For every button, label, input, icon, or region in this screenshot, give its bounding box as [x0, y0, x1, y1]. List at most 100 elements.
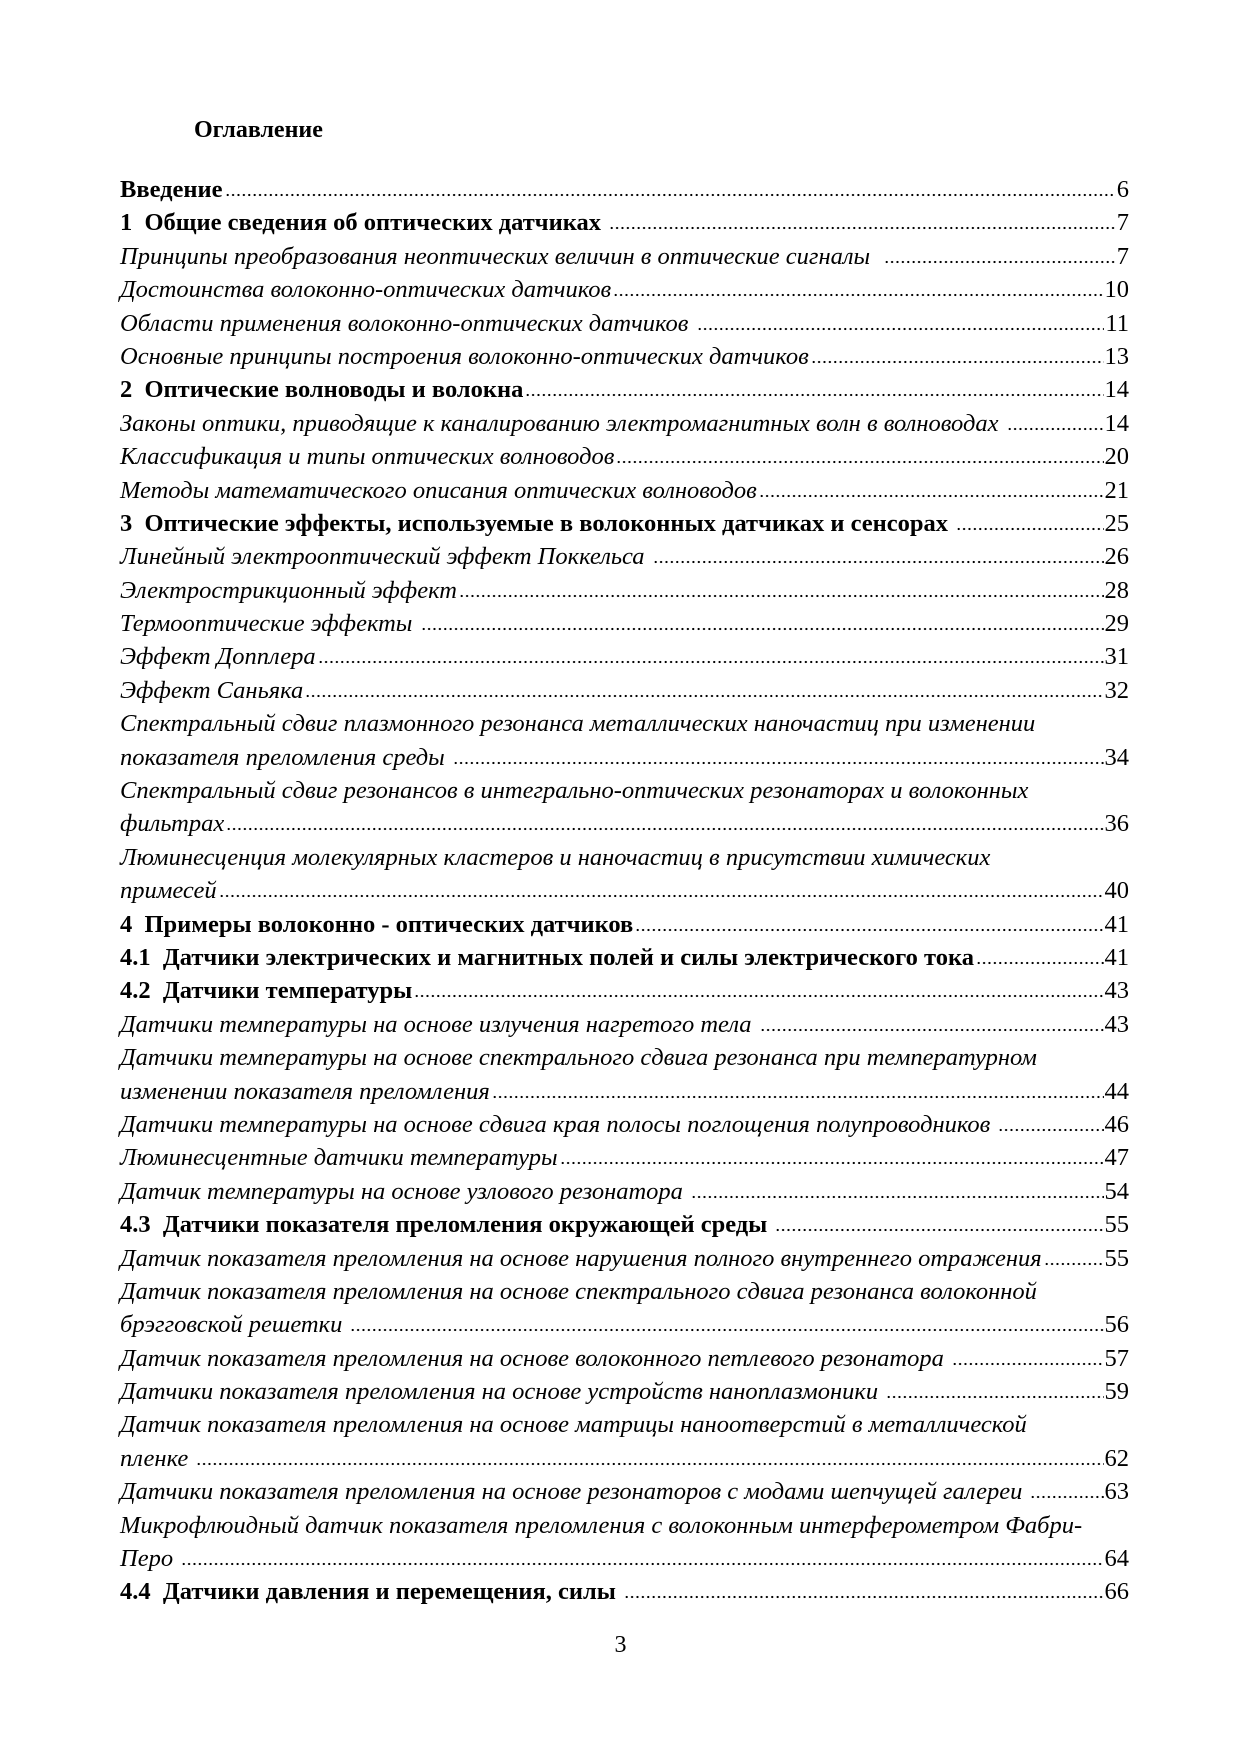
toc-entry-title[interactable]: 4 Примеры волоконно - оптических датчико…: [120, 910, 634, 938]
toc-entry-page[interactable]: 25: [1104, 509, 1130, 537]
toc-entry-title[interactable]: Датчик температуры на основе узлового ре…: [120, 1177, 690, 1205]
toc-entry-page[interactable]: 43: [1104, 977, 1130, 1005]
toc-entry-title[interactable]: 2 Оптические волноводы и волокна: [120, 376, 524, 404]
toc-entry-title[interactable]: 4.4 Датчики давления и перемещения, силы: [120, 1578, 623, 1606]
toc-entry-title[interactable]: Люминесцентные датчики температуры: [120, 1144, 558, 1172]
toc-entry-page[interactable]: 64: [1104, 1545, 1130, 1573]
toc-entry-page[interactable]: 46: [1104, 1110, 1130, 1138]
toc-entry-title[interactable]: Датчик показателя преломления на основе …: [120, 1277, 1037, 1305]
toc-entry[interactable]: Классификация и типы оптических волновод…: [120, 440, 1129, 473]
toc-entry-title[interactable]: Эффект Допплера: [120, 643, 316, 671]
toc-entry-page[interactable]: 28: [1104, 576, 1130, 604]
toc-entry[interactable]: Введение 6: [120, 173, 1129, 206]
toc-entry-page[interactable]: 43: [1104, 1010, 1130, 1038]
toc-entry-page[interactable]: 41: [1104, 910, 1130, 938]
toc-entry-title[interactable]: Датчики показателя преломления на основе…: [120, 1478, 1029, 1506]
toc-entry-title[interactable]: 4.3 Датчики показателя преломления окруж…: [120, 1211, 774, 1239]
toc-entry-page[interactable]: 10: [1104, 276, 1130, 304]
toc-entry-title[interactable]: 1 Общие сведения об оптических датчиках: [120, 209, 608, 237]
toc-entry[interactable]: 1 Общие сведения об оптических датчиках …: [120, 206, 1129, 239]
toc-entry-page[interactable]: 7: [1116, 209, 1129, 237]
toc-entry[interactable]: Достоинства волоконно-оптических датчико…: [120, 273, 1129, 306]
toc-entry[interactable]: Датчики температуры на основе спектральн…: [120, 1041, 1129, 1108]
toc-entry-title[interactable]: брэгговской решетки: [120, 1311, 349, 1339]
toc-entry[interactable]: Люминесцентные датчики температуры 47: [120, 1141, 1129, 1174]
toc-entry-title[interactable]: 4.2 Датчики температуры: [120, 977, 413, 1005]
toc-entry-title[interactable]: пленке: [120, 1444, 195, 1472]
toc-entry-title[interactable]: примесей: [120, 877, 217, 905]
toc-entry-page[interactable]: 6: [1116, 176, 1129, 203]
toc-entry-page[interactable]: 57: [1104, 1344, 1130, 1372]
toc-entry-title[interactable]: Датчики температуры на основе излучения …: [120, 1010, 758, 1038]
toc-entry-page[interactable]: 14: [1104, 409, 1130, 437]
toc-entry-title[interactable]: Основные принципы построения волоконно-о…: [120, 342, 809, 370]
toc-entry[interactable]: Датчики показателя преломления на основе…: [120, 1475, 1129, 1508]
toc-entry-title[interactable]: Перо: [120, 1545, 180, 1573]
toc-entry-title[interactable]: Спектральный сдвиг резонансов в интеграл…: [120, 777, 1029, 805]
toc-entry-title[interactable]: Линейный электрооптический эффект Поккел…: [120, 543, 651, 571]
toc-entry[interactable]: Датчики температуры на основе излучения …: [120, 1008, 1129, 1041]
toc-entry-page[interactable]: 56: [1104, 1311, 1130, 1339]
toc-entry[interactable]: 4.1 Датчики электрических и магнитных по…: [120, 941, 1129, 974]
toc-entry[interactable]: Области применения волоконно-оптических …: [120, 307, 1129, 340]
toc-entry[interactable]: Эффект Допплера 31: [120, 640, 1129, 673]
toc-entry[interactable]: Люминесценция молекулярных кластеров и н…: [120, 841, 1129, 908]
toc-entry-title[interactable]: Датчики температуры на основе сдвига кра…: [120, 1110, 997, 1138]
toc-entry[interactable]: Датчик показателя преломления на основе …: [120, 1342, 1129, 1375]
toc-entry-title[interactable]: 4.1 Датчики электрических и магнитных по…: [120, 943, 974, 971]
toc-entry-page[interactable]: 11: [1105, 309, 1129, 337]
toc-entry-page[interactable]: 47: [1104, 1144, 1130, 1172]
toc-entry-page[interactable]: 55: [1104, 1244, 1130, 1272]
toc-entry[interactable]: Эффект Саньяка 32: [120, 674, 1129, 707]
toc-entry[interactable]: 4.2 Датчики температуры 43: [120, 974, 1129, 1007]
toc-entry-title[interactable]: Законы оптики, приводящие к каналировани…: [120, 409, 1005, 437]
toc-entry-page[interactable]: 7: [1116, 242, 1129, 270]
toc-entry[interactable]: Датчик показателя преломления на основе …: [120, 1242, 1129, 1275]
toc-entry-page[interactable]: 54: [1104, 1177, 1130, 1205]
toc-entry-title[interactable]: показателя преломления среды: [120, 743, 451, 771]
toc-entry-title[interactable]: Датчики показателя преломления на основе…: [120, 1378, 885, 1406]
toc-entry-title[interactable]: Датчик показателя преломления на основе …: [120, 1344, 950, 1372]
toc-entry-page[interactable]: 36: [1104, 810, 1130, 838]
toc-entry-title[interactable]: 3 Оптические эффекты, используемые в вол…: [120, 509, 955, 537]
toc-entry-title[interactable]: Методы математического описания оптическ…: [120, 476, 757, 504]
toc-entry[interactable]: Датчики показателя преломления на основе…: [120, 1375, 1129, 1408]
toc-entry[interactable]: Спектральный сдвиг резонансов в интеграл…: [120, 774, 1129, 841]
toc-entry[interactable]: Законы оптики, приводящие к каналировани…: [120, 407, 1129, 440]
toc-entry-title[interactable]: Принципы преобразования неоптических вел…: [120, 242, 883, 270]
toc-entry[interactable]: Основные принципы построения волоконно-о…: [120, 340, 1129, 373]
toc-entry[interactable]: Микрофлюидный датчик показателя преломле…: [120, 1509, 1129, 1576]
toc-entry-page[interactable]: 63: [1104, 1478, 1130, 1506]
toc-entry[interactable]: Линейный электрооптический эффект Поккел…: [120, 540, 1129, 573]
toc-entry[interactable]: 2 Оптические волноводы и волокна 14: [120, 373, 1129, 406]
toc-entry[interactable]: Термооптические эффекты 29: [120, 607, 1129, 640]
toc-entry-page[interactable]: 32: [1104, 676, 1130, 704]
toc-entry-page[interactable]: 14: [1104, 376, 1130, 404]
toc-entry-title[interactable]: Спектральный сдвиг плазмонного резонанса…: [120, 710, 1036, 738]
toc-entry[interactable]: Датчик показателя преломления на основе …: [120, 1408, 1129, 1475]
toc-entry-title[interactable]: Термооптические эффекты: [120, 610, 419, 638]
toc-entry-page[interactable]: 31: [1104, 643, 1130, 671]
toc-entry-page[interactable]: 34: [1104, 743, 1130, 771]
toc-entry-title[interactable]: Эффект Саньяка: [120, 676, 304, 704]
toc-entry-title[interactable]: Введение: [120, 176, 223, 203]
toc-entry-title[interactable]: Датчики температуры на основе спектральн…: [120, 1044, 1037, 1072]
toc-entry-page[interactable]: 41: [1104, 943, 1130, 971]
toc-entry-title[interactable]: изменении показателя преломления: [120, 1077, 490, 1105]
toc-entry[interactable]: Датчики температуры на основе сдвига кра…: [120, 1108, 1129, 1141]
toc-entry-title[interactable]: Области применения волоконно-оптических …: [120, 309, 695, 337]
toc-entry[interactable]: Датчик показателя преломления на основе …: [120, 1275, 1129, 1342]
toc-entry[interactable]: Электрострикционный эффект 28: [120, 574, 1129, 607]
toc-entry[interactable]: Принципы преобразования неоптических вел…: [120, 240, 1129, 273]
toc-entry-title[interactable]: Датчик показателя преломления на основе …: [120, 1411, 1027, 1439]
toc-entry-page[interactable]: 55: [1104, 1211, 1130, 1239]
toc-entry[interactable]: Датчик температуры на основе узлового ре…: [120, 1175, 1129, 1208]
toc-entry-page[interactable]: 20: [1104, 443, 1130, 471]
toc-entry-page[interactable]: 59: [1104, 1378, 1130, 1406]
toc-entry[interactable]: 4.4 Датчики давления и перемещения, силы…: [120, 1575, 1129, 1608]
toc-entry-title[interactable]: Достоинства волоконно-оптических датчико…: [120, 276, 612, 304]
toc-entry[interactable]: 4 Примеры волоконно - оптических датчико…: [120, 908, 1129, 941]
toc-entry[interactable]: 4.3 Датчики показателя преломления окруж…: [120, 1208, 1129, 1241]
toc-entry-page[interactable]: 66: [1104, 1578, 1130, 1606]
toc-entry-page[interactable]: 26: [1104, 543, 1130, 571]
